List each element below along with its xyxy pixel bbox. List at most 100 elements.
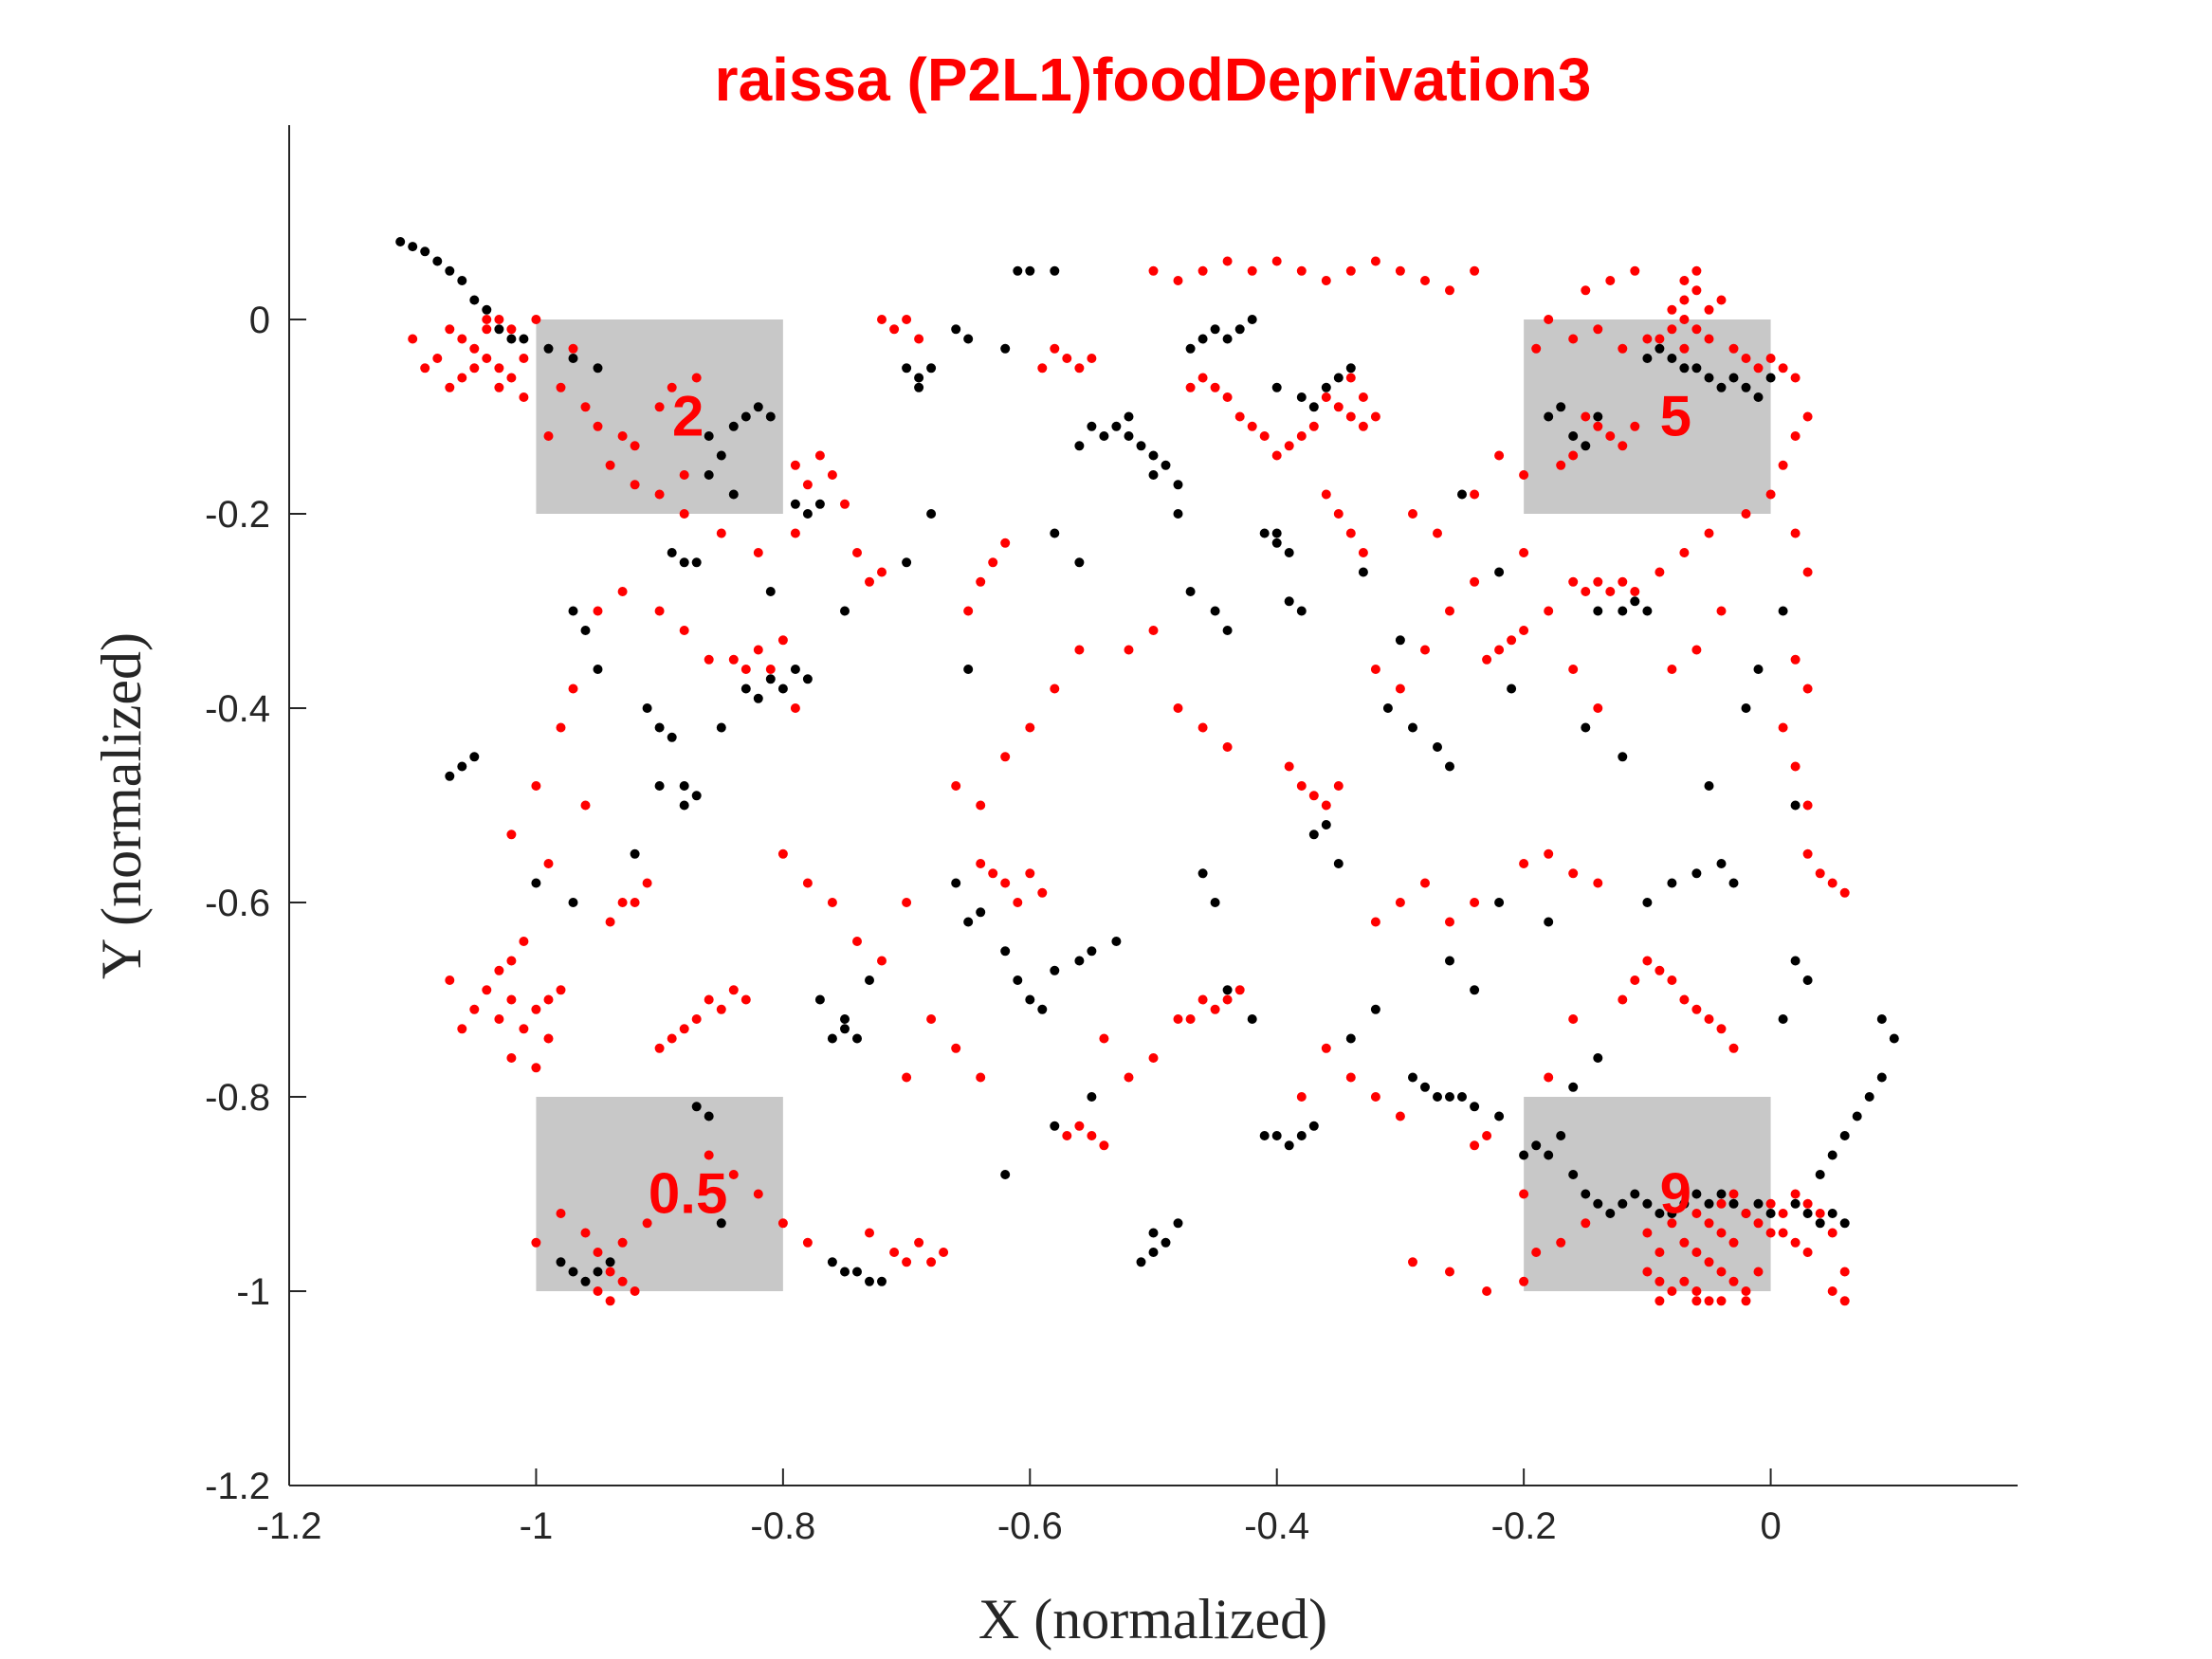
point-s0-139	[1531, 1140, 1542, 1151]
point-s1-303	[1433, 528, 1442, 538]
point-s0-24	[814, 499, 825, 509]
point-s1-192	[1654, 334, 1665, 344]
point-s1-78	[679, 1024, 689, 1034]
point-s1-354	[1519, 470, 1529, 480]
point-s1-37	[827, 470, 837, 480]
point-s1-360	[1593, 703, 1603, 713]
point-s0-197	[630, 848, 640, 859]
point-s0-240	[1247, 1014, 1257, 1024]
point-s1-64	[469, 1004, 480, 1014]
point-s1-330	[902, 1072, 912, 1083]
point-s1-23	[617, 431, 628, 441]
y-tick-label-0: 0	[249, 300, 270, 341]
point-s1-280	[543, 859, 554, 868]
point-s0-222	[1790, 956, 1801, 966]
point-s0-100	[1408, 722, 1417, 733]
point-s0-77	[1124, 411, 1134, 422]
point-s1-119	[1370, 411, 1380, 422]
point-s0-71	[1124, 431, 1134, 441]
y-tick-label-6: -1.2	[205, 1466, 270, 1507]
point-s0-223	[1802, 975, 1813, 985]
point-s1-229	[1704, 1296, 1714, 1306]
point-s0-64	[1111, 937, 1122, 946]
point-s0-49	[852, 1033, 862, 1044]
point-s0-215	[1581, 722, 1591, 733]
point-s0-160	[1568, 431, 1579, 441]
point-s0-42	[469, 752, 480, 762]
point-s0-43	[593, 665, 603, 674]
zone-rect-1	[1524, 319, 1771, 514]
point-s0-156	[1753, 392, 1764, 402]
point-s1-237	[1654, 1248, 1665, 1257]
point-s1-298	[1370, 665, 1380, 674]
point-s0-202	[902, 557, 912, 568]
point-s1-246	[1654, 1296, 1665, 1306]
point-s1-336	[1802, 411, 1813, 422]
point-s1-51	[617, 587, 628, 596]
point-s1-60	[519, 1024, 529, 1034]
point-s1-269	[1470, 1140, 1480, 1151]
point-s1-267	[1408, 1257, 1417, 1267]
point-s1-361	[679, 509, 689, 519]
point-s1-320	[1370, 1092, 1380, 1102]
point-s1-111	[1296, 781, 1307, 791]
point-s0-83	[1210, 324, 1220, 335]
point-s1-332	[728, 1170, 739, 1179]
point-s0-78	[1099, 431, 1109, 441]
point-s0-129	[1728, 1198, 1739, 1209]
point-s0-226	[1470, 985, 1480, 995]
point-s1-160	[1630, 587, 1640, 596]
point-s1-297	[1222, 742, 1233, 752]
point-s1-156	[1470, 265, 1480, 276]
point-s0-9	[506, 334, 517, 344]
point-s1-307	[1358, 548, 1368, 557]
point-s0-207	[1074, 557, 1085, 568]
point-s0-161	[1581, 441, 1591, 451]
point-s1-172	[1716, 1024, 1727, 1034]
point-s1-96	[988, 868, 998, 879]
point-s1-47	[790, 703, 800, 713]
point-s0-234	[568, 1267, 578, 1277]
point-s1-152	[1370, 256, 1380, 266]
point-s1-325	[1099, 1033, 1109, 1044]
point-s0-16	[740, 411, 751, 422]
point-s1-31	[679, 470, 689, 480]
point-s0-38	[691, 791, 702, 801]
point-s0-20	[704, 470, 714, 480]
point-s0-144	[1852, 1111, 1862, 1121]
point-s0-124	[1667, 1209, 1677, 1218]
point-s1-131	[1185, 382, 1196, 392]
point-s0-212	[1457, 489, 1467, 500]
point-s1-158	[1605, 587, 1616, 596]
point-s0-50	[840, 1014, 850, 1024]
point-s1-196	[1691, 265, 1702, 276]
point-s0-7	[482, 304, 492, 315]
point-s0-214	[1507, 684, 1517, 694]
point-s1-162	[1568, 576, 1579, 587]
point-s1-291	[1050, 684, 1060, 694]
point-s0-104	[1420, 1082, 1430, 1092]
point-s0-62	[1074, 956, 1085, 966]
point-s0-51	[865, 975, 874, 985]
point-s0-131	[1753, 1198, 1764, 1209]
point-s0-89	[1284, 548, 1294, 557]
point-s1-22	[593, 421, 603, 431]
point-s0-34	[642, 703, 652, 713]
point-s1-179	[1568, 868, 1579, 879]
point-s1-358	[1544, 606, 1554, 616]
point-s0-84	[1222, 334, 1233, 344]
point-s1-52	[593, 606, 603, 616]
point-s1-157	[1593, 576, 1603, 587]
point-s0-48	[840, 1024, 850, 1034]
point-s1-184	[1802, 848, 1813, 859]
point-s1-254	[1778, 1228, 1788, 1238]
point-s1-292	[1074, 645, 1085, 655]
point-s1-168	[1667, 975, 1677, 985]
point-s1-40	[865, 576, 874, 587]
point-s1-349	[1679, 548, 1690, 557]
point-s1-355	[1494, 450, 1505, 461]
point-s0-75	[1148, 470, 1159, 480]
point-s0-203	[926, 509, 937, 519]
point-s0-11	[543, 343, 554, 354]
